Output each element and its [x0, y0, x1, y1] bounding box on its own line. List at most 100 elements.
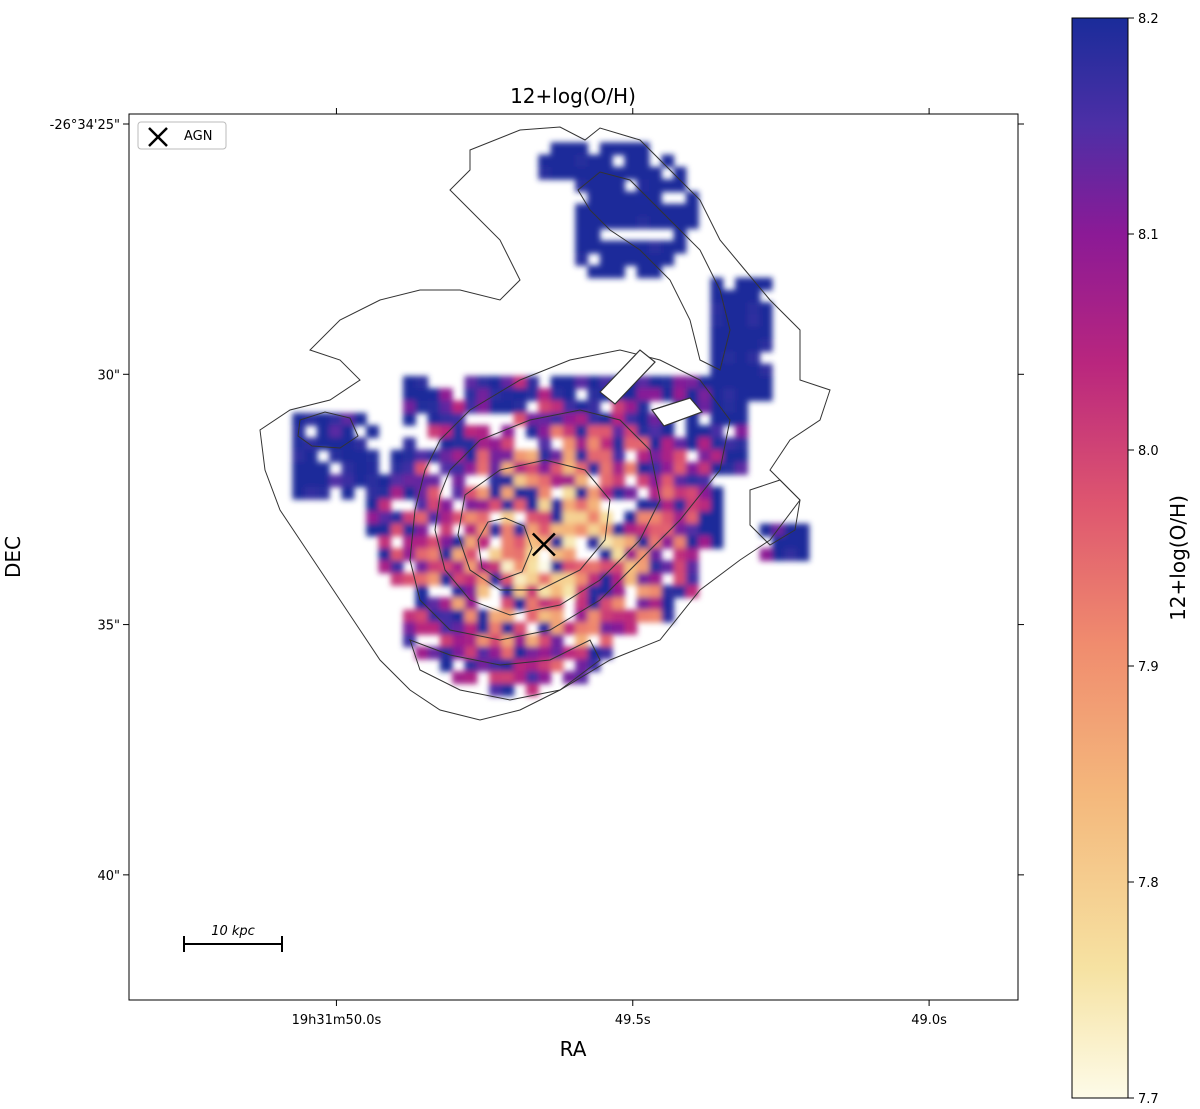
map-pixel: [464, 437, 478, 451]
map-pixel: [636, 142, 650, 156]
map-pixel: [735, 289, 748, 303]
map-pixel: [353, 462, 367, 475]
map-pixel: [673, 179, 687, 193]
map-pixel: [636, 499, 650, 512]
map-pixel: [575, 658, 589, 672]
map-pixel: [612, 597, 625, 611]
map-pixel: [550, 425, 564, 439]
map-pixel: [722, 351, 736, 365]
map-pixel: [612, 474, 625, 488]
map-pixel: [710, 412, 724, 426]
map-pixel: [624, 191, 638, 205]
map-pixel: [526, 634, 539, 648]
map-pixel: [452, 585, 466, 598]
map-pixel: [489, 646, 502, 660]
map-pixel: [772, 548, 785, 562]
map-pixel: [599, 548, 613, 562]
map-pixel: [489, 683, 502, 697]
map-pixel: [415, 622, 429, 635]
map-pixel: [661, 499, 675, 512]
map-pixel: [587, 560, 601, 574]
map-pixel: [587, 572, 601, 586]
map-pixel: [550, 142, 564, 156]
map-pixel: [526, 376, 539, 389]
map-pixel: [636, 560, 650, 574]
map-pixel: [513, 622, 527, 635]
map-pixel: [304, 462, 318, 475]
flux-contours: [259, 126, 831, 721]
map-pixel: [526, 646, 539, 660]
map-pixel: [624, 462, 638, 475]
map-pixel: [698, 437, 712, 451]
map-pixel: [439, 548, 453, 562]
map-pixel: [587, 486, 601, 500]
map-pixel: [538, 634, 552, 648]
map-pixel: [636, 585, 650, 598]
map-pixel: [439, 523, 453, 537]
map-pixel: [636, 572, 650, 586]
map-pixel: [698, 388, 712, 402]
map-pixel: [501, 486, 515, 500]
map-pixel: [489, 634, 502, 648]
map-pixel: [476, 376, 490, 389]
map-pixel: [427, 609, 441, 623]
map-pixel: [562, 548, 576, 562]
map-pixel: [673, 216, 687, 229]
map-pixel: [476, 646, 490, 660]
map-pixel: [698, 449, 712, 463]
map-pixel: [575, 203, 589, 217]
map-pixel: [575, 216, 589, 229]
map-pixel: [747, 339, 761, 352]
map-pixel: [452, 609, 466, 623]
x-tick-label: 49.0s: [911, 1013, 947, 1028]
map-pixel: [526, 597, 539, 611]
map-pixel: [366, 523, 379, 537]
map-pixel: [538, 388, 552, 402]
legend: AGN: [137, 121, 227, 150]
map-pixel: [562, 499, 576, 512]
map-pixel: [575, 253, 589, 266]
map-pixel: [784, 535, 798, 549]
map-pixel: [661, 203, 675, 217]
map-pixel: [624, 412, 638, 426]
map-pixel: [341, 412, 355, 426]
map-pixel: [587, 646, 601, 660]
map-pixel: [735, 425, 748, 439]
map-pixel: [612, 560, 625, 574]
map-pixel: [427, 474, 441, 488]
map-pixel: [513, 658, 527, 672]
map-pixel: [575, 179, 589, 193]
map-pixel: [526, 388, 539, 402]
map-pixel: [513, 585, 527, 598]
map-pixel: [636, 376, 650, 389]
map-pixel: [526, 499, 539, 512]
map-pixel: [735, 388, 748, 402]
map-pixel: [722, 289, 736, 303]
map-pixel: [575, 449, 589, 463]
map-pixel: [735, 437, 748, 451]
map-pixel: [427, 425, 441, 439]
map-pixel: [759, 339, 773, 352]
map-pixel: [624, 437, 638, 451]
colorbar: [1071, 17, 1129, 1099]
map-pixel: [562, 572, 576, 586]
map-pixel: [415, 548, 429, 562]
map-pixel: [575, 486, 589, 500]
map-pixel: [476, 560, 490, 574]
map-pixel: [624, 560, 638, 574]
map-pixel: [587, 535, 601, 549]
map-pixel: [587, 412, 601, 426]
map-pixel: [452, 622, 466, 635]
map-pixel: [390, 523, 404, 537]
map-pixel: [562, 142, 576, 156]
map-pixel: [489, 523, 502, 537]
map-pixel: [685, 560, 699, 574]
map-pixel: [390, 449, 404, 463]
map-pixel: [403, 449, 416, 463]
map-pixel: [501, 671, 515, 685]
map-pixel: [501, 634, 515, 648]
map-pixel: [747, 302, 761, 316]
map-pixel: [452, 548, 466, 562]
map-pixel: [489, 499, 502, 512]
map-pixel: [673, 548, 687, 562]
